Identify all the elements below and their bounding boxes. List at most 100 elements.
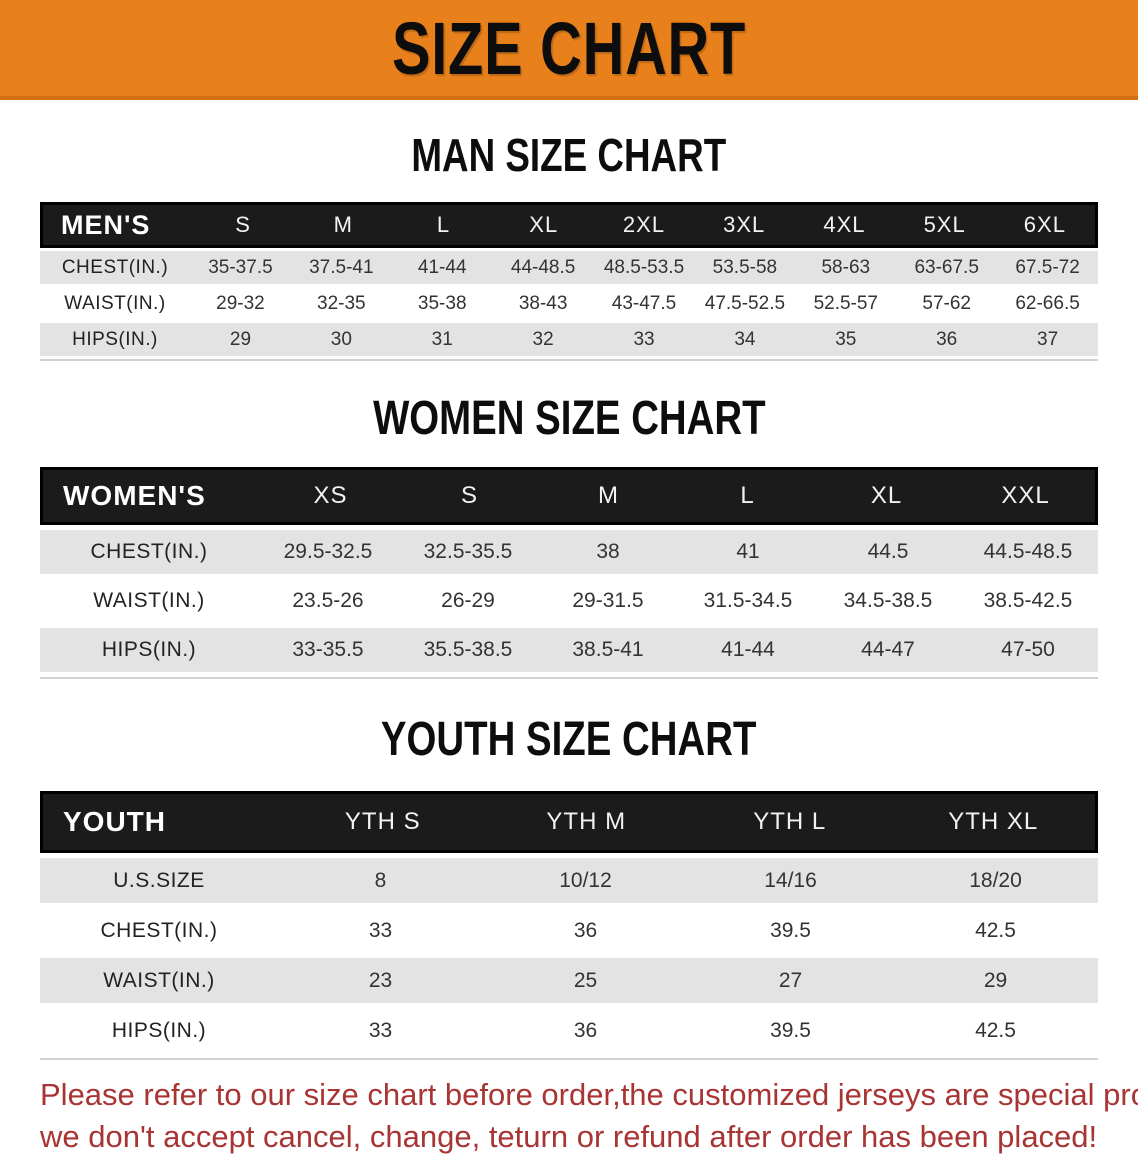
row-label: HIPS(IN.) — [72, 328, 158, 350]
size-value: 33 — [633, 328, 655, 350]
size-column-header: YTH M — [546, 808, 627, 835]
size-value: 26-29 — [441, 589, 495, 612]
size-value: 38 — [596, 540, 620, 563]
size-value: 35-38 — [417, 292, 467, 314]
size-value: 38-43 — [518, 292, 568, 314]
youth-section-heading: YOUTH SIZE CHART — [0, 712, 1138, 767]
table-row: HIPS(IN.) 33 36 39.5 42.5 — [40, 1008, 1098, 1053]
table-row: CHEST(IN.) 35-37.5 37.5-41 41-44 44-48.5 48.5… — [40, 251, 1098, 284]
size-value: 32 — [532, 328, 554, 350]
size-value: 36 — [936, 328, 958, 350]
row-label: CHEST(IN.) — [61, 256, 169, 278]
disclaimer-line-1: Please refer to our size chart before or… — [40, 1077, 1138, 1112]
size-value: 31 — [431, 328, 453, 350]
size-value: 32.5-35.5 — [423, 540, 513, 563]
size-column-header: L — [436, 212, 451, 237]
size-value: 57-62 — [922, 292, 971, 314]
size-value: 53.5-58 — [712, 256, 778, 278]
size-value: 42.5 — [975, 1018, 1016, 1042]
size-value: 35.5-38.5 — [423, 638, 513, 661]
size-value: 44-48.5 — [510, 256, 576, 278]
size-value: 42.5 — [975, 918, 1016, 942]
row-label: CHEST(IN.) — [100, 918, 218, 942]
size-value: 52.5-57 — [813, 292, 879, 314]
size-value: 31.5-34.5 — [703, 589, 793, 612]
size-column-header: YTH XL — [948, 808, 1039, 835]
size-value: 27 — [778, 968, 803, 992]
size-value: 10/12 — [559, 868, 612, 892]
youth-table-header: YOUTH YTH S YTH M YTH L YTH XL — [40, 791, 1098, 853]
disclaimer-line-2: we don't accept cancel, change, teturn o… — [40, 1118, 1098, 1154]
size-value: 29 — [983, 968, 1008, 992]
size-column-header: 6XL — [1023, 212, 1066, 237]
size-column-header: S — [235, 212, 251, 237]
table-row: HIPS(IN.) 33-35.5 35.5-38.5 38.5-41 41-44 44-… — [40, 628, 1098, 672]
size-column-header: 5XL — [923, 212, 966, 237]
women-size-table: WOMEN'S XS S M L XL XXL CHEST(IN.) 29.5-32.5 32… — [40, 467, 1098, 679]
size-value: 35 — [835, 328, 857, 350]
size-value: 48.5-53.5 — [603, 256, 685, 278]
size-value: 41-44 — [721, 638, 775, 661]
youth-section-heading-text: YOUTH SIZE CHART — [381, 713, 757, 766]
table-row: WAIST(IN.) 29-32 32-35 35-38 38-43 43-47.5 47.… — [40, 287, 1098, 320]
size-column-header: XS — [313, 482, 348, 509]
row-label: CHEST(IN.) — [90, 540, 208, 563]
size-value: 63-67.5 — [914, 256, 979, 278]
size-value: 32-35 — [317, 292, 366, 314]
size-column-header: S — [460, 482, 478, 509]
disclaimer-text: Please refer to our size chart before or… — [40, 1074, 1138, 1158]
size-column-header: XXL — [1001, 482, 1050, 509]
size-value: 44.5-48.5 — [983, 540, 1073, 563]
row-label: HIPS(IN.) — [101, 638, 197, 661]
men-size-table: MEN'S S M L XL 2XL 3XL 4XL 5XL 6XL CHEST(IN.) 35-… — [40, 202, 1098, 361]
size-value: 47.5-52.5 — [704, 292, 786, 314]
size-value: 25 — [573, 968, 598, 992]
size-value: 38.5-42.5 — [983, 589, 1073, 612]
size-value: 34.5-38.5 — [843, 589, 933, 612]
table-row: CHEST(IN.) 33 36 39.5 42.5 — [40, 908, 1098, 953]
men-section-heading: MAN SIZE CHART — [0, 128, 1138, 182]
row-label: WAIST(IN.) — [103, 968, 215, 992]
men-table-header-label: MEN'S — [61, 209, 151, 240]
men-size-section: MAN SIZE CHART MEN'S S M L XL 2XL 3XL 4XL 5XL 6X… — [0, 128, 1138, 361]
table-row: WAIST(IN.) 23.5-26 26-29 29-31.5 31.5-34.5 34… — [40, 579, 1098, 623]
size-value: 41 — [736, 540, 760, 563]
size-value: 36 — [573, 1018, 598, 1042]
size-column-header: XL — [870, 482, 903, 509]
table-row: WAIST(IN.) 23 25 27 29 — [40, 958, 1098, 1003]
size-value: 41-44 — [417, 256, 467, 278]
youth-size-section: YOUTH SIZE CHART YOUTH YTH S YTH M YTH L YT… — [0, 712, 1138, 1060]
size-value: 29-32 — [216, 292, 265, 314]
size-value: 33-35.5 — [292, 638, 364, 661]
youth-size-table: YOUTH YTH S YTH M YTH L YTH XL U.S.SIZE 8 10/… — [40, 791, 1098, 1060]
size-value: 23.5-26 — [292, 589, 364, 612]
size-value: 62-66.5 — [1015, 292, 1080, 314]
size-value: 29.5-32.5 — [283, 540, 373, 563]
size-value: 39.5 — [770, 918, 811, 942]
women-table-header-label: WOMEN'S — [63, 480, 206, 511]
size-column-header: M — [598, 482, 619, 509]
row-label: WAIST(IN.) — [64, 292, 166, 314]
size-value: 35-37.5 — [208, 256, 273, 278]
youth-table-header-label: YOUTH — [63, 806, 166, 837]
table-row: U.S.SIZE 8 10/12 14/16 18/20 — [40, 858, 1098, 903]
size-column-header: XL — [529, 212, 559, 237]
table-bottom-divider — [40, 359, 1098, 361]
row-label: U.S.SIZE — [113, 868, 205, 892]
size-value: 29-31.5 — [572, 589, 644, 612]
women-section-heading-text: WOMEN SIZE CHART — [372, 392, 766, 445]
size-column-header: 3XL — [723, 212, 766, 237]
table-row: HIPS(IN.) 29 30 31 32 33 34 35 36 37 — [40, 323, 1098, 356]
size-column-header: 4XL — [823, 212, 866, 237]
size-value: 36 — [573, 918, 598, 942]
size-column-header: YTH L — [753, 808, 827, 835]
size-value: 43-47.5 — [611, 292, 677, 314]
size-value: 58-63 — [821, 256, 871, 278]
table-bottom-divider — [40, 677, 1098, 679]
size-column-header: M — [333, 212, 353, 237]
size-column-header: L — [740, 482, 755, 509]
size-value: 44-47 — [861, 638, 915, 661]
banner-title: SIZE CHART — [391, 6, 747, 90]
women-size-section: WOMEN SIZE CHART WOMEN'S XS S M L XL XXL CHES… — [0, 391, 1138, 679]
size-value: 37.5-41 — [309, 256, 374, 278]
